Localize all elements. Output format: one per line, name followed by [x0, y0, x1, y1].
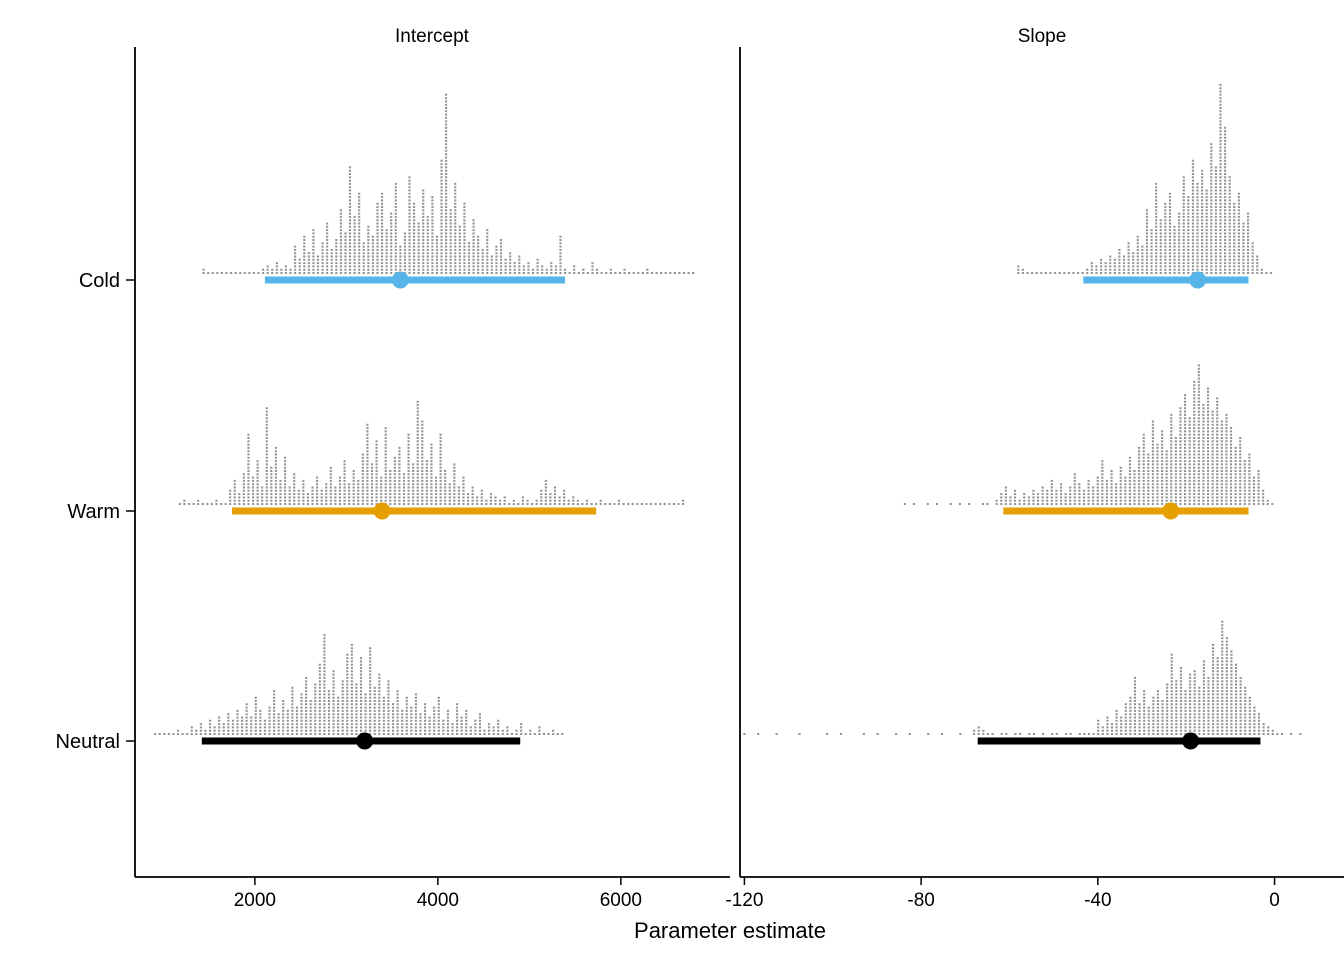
interval-bar	[1083, 276, 1249, 284]
x-tick-label: 4000	[417, 890, 459, 911]
median-point	[1189, 271, 1207, 289]
median-point	[373, 502, 391, 520]
x-tick-label: -120	[725, 890, 763, 911]
interval-bar	[977, 737, 1261, 745]
x-tick-label: 6000	[600, 890, 642, 911]
interval-bar	[264, 276, 566, 284]
chart-marks: 2000 4000 6000 -120 -80 -40 0	[126, 47, 1344, 911]
x-axis-label: Parameter estimate	[634, 918, 826, 943]
x-tick-label: -40	[1084, 890, 1111, 911]
facet-title-intercept: Intercept	[395, 26, 470, 47]
interval-bar	[1003, 507, 1249, 515]
facet-title-slope: Slope	[1018, 26, 1067, 47]
x-tick-label: 2000	[234, 890, 276, 911]
y-label-cold: Cold	[79, 270, 120, 292]
y-label-warm: Warm	[67, 501, 120, 523]
x-tick-label: -80	[907, 890, 934, 911]
interval-bar	[231, 507, 597, 515]
x-tick-label: 0	[1269, 890, 1280, 911]
median-point	[1182, 732, 1200, 750]
median-point	[356, 732, 374, 750]
median-point	[1162, 502, 1180, 520]
median-point	[391, 271, 409, 289]
y-label-neutral: Neutral	[56, 731, 120, 753]
